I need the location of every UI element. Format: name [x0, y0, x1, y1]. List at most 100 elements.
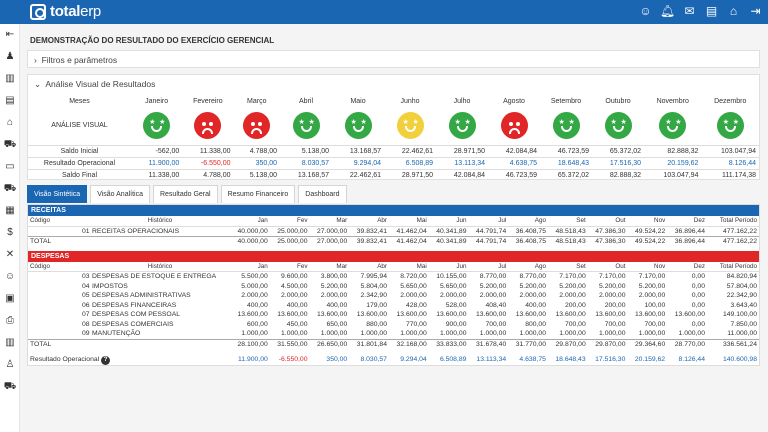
month-header: Fevereiro	[193, 97, 223, 105]
resultado-table: Resultado Operacional ? 11.900,00 -6.550,0…	[28, 355, 759, 365]
tab-dashboard[interactable]: Dashboard	[298, 185, 347, 203]
row-value: 84.820,94	[726, 273, 757, 280]
help-icon[interactable]: ?	[101, 356, 111, 365]
table-row[interactable]: 09 MANUTENÇÃO 1.000,00 1.000,00 1.000,00 1.00…	[28, 329, 759, 339]
row-value: 44.791,74	[476, 227, 507, 235]
face-cell: ★ ★	[436, 107, 488, 145]
row-value: 2.000,00	[479, 292, 507, 299]
row-value: 13.600,00	[277, 311, 308, 318]
tab-vis-o-sint-tica[interactable]: Visão Sintética	[27, 185, 88, 203]
truck-icon[interactable]: ⛟	[3, 381, 17, 392]
tab-resumo-financeiro[interactable]: Resumo Financeiro	[220, 185, 296, 203]
row-value: 57.804,00	[726, 282, 757, 290]
row-value: 650,00	[326, 320, 348, 328]
row-value: 7.170,00	[599, 273, 626, 280]
row-value: 880,00	[366, 320, 387, 328]
resultado-row: Resultado Operacional ? 11.900,00 -6.550,0…	[28, 355, 759, 365]
row-value: 13.600,00	[436, 311, 467, 318]
despesas-header: DESPESAS	[28, 250, 759, 262]
total-value: 44.791,74	[468, 236, 509, 247]
face-eye: ★	[464, 119, 471, 127]
row-value: 700,00	[485, 320, 507, 328]
face-eye	[209, 122, 214, 127]
tools-icon[interactable]: ✕	[5, 249, 15, 260]
row-value: 39.832,41	[356, 227, 387, 235]
row-code: 06	[82, 301, 90, 309]
row-value: 2.000,00	[320, 292, 348, 299]
month-col-header: Jan	[230, 261, 270, 272]
row-value: 13.600,00	[595, 311, 626, 318]
printer-icon[interactable]: ⎙	[6, 315, 14, 326]
cart-icon[interactable]: ⛟	[3, 139, 17, 150]
home-icon[interactable]: ⌂	[729, 4, 738, 18]
total-value: 29.870,00	[548, 338, 588, 349]
row-value: 477.162,22	[722, 227, 757, 235]
calculator-icon[interactable]: ▦	[5, 205, 15, 216]
face-eye: ★	[412, 119, 419, 127]
smile-icon[interactable]: ☺	[4, 271, 16, 282]
exit-icon[interactable]: ⇥	[750, 4, 761, 18]
users-icon[interactable]: ♟	[5, 51, 15, 62]
row-value: 2.000,00	[519, 292, 546, 299]
resultado-value: 8.030,57	[360, 356, 387, 364]
happy-face-icon: ★ ★	[292, 112, 320, 140]
month-header: Outubro	[605, 97, 631, 105]
tab-vis-o-anal-tica[interactable]: Visão Analítica	[90, 185, 150, 203]
row-name: DESPESAS ADMINISTRATIVAS	[92, 292, 191, 299]
row-value: 700,00	[604, 320, 626, 328]
building-icon[interactable]: ▥	[5, 73, 15, 84]
month-col-header: Mai	[389, 216, 429, 227]
visual-value: 103.047,94	[701, 144, 759, 157]
month-header: Novembro	[656, 97, 689, 105]
row-name: MANUTENÇÃO	[92, 330, 141, 337]
face-eye	[515, 122, 520, 127]
chevron-down-icon[interactable]: ⌄	[34, 79, 42, 89]
cart-out-icon[interactable]: ⛟	[3, 183, 17, 194]
month-header: Setembro	[550, 97, 582, 105]
table-row[interactable]: 01 RECEITAS OPERACIONAIS 40.000,00 25.000,0…	[28, 226, 759, 237]
face-eye	[202, 122, 207, 127]
row-value: 1.000,00	[281, 330, 308, 337]
month-col-header: Jul	[468, 216, 509, 227]
happy-face-icon: ★ ★	[659, 112, 687, 140]
id-card-icon[interactable]: ▤	[705, 4, 718, 18]
row-value: 40.341,89	[436, 227, 467, 235]
table-row[interactable]: 05 DESPESAS ADMINISTRATIVAS 2.000,00 2.000,…	[28, 291, 759, 301]
card-icon[interactable]: ▭	[5, 161, 15, 172]
month-col-header: Abr	[349, 216, 389, 227]
filters-panel[interactable]: › Filtros e parâmetros	[27, 50, 760, 68]
month-header: Junho	[400, 97, 420, 105]
month-header: Março	[247, 97, 267, 105]
visual-value: 22.462,61	[332, 168, 385, 181]
support-agent-icon[interactable]: ☺	[639, 4, 652, 18]
row-code: 03	[82, 273, 90, 280]
total-value: 39.832,41	[349, 236, 389, 247]
page-title: DEMONSTRAÇÃO DO RESULTADO DO EXERCÍCIO G…	[30, 36, 275, 45]
row-value: 3.800,00	[320, 273, 348, 280]
clipboard-icon[interactable]: ▤	[5, 95, 15, 106]
table-row[interactable]: 04 IMPOSTOS 5.000,00 4.500,00 5.200,00 5.804,…	[28, 282, 759, 292]
table-row[interactable]: 08 DESPESAS COMERCIAIS 600,00 450,00 650,00 8…	[28, 320, 759, 330]
menu-collapse-icon[interactable]: ⇤	[5, 29, 15, 40]
row-value: 0,00	[691, 292, 705, 299]
row-value: 25.000,00	[277, 227, 308, 235]
sad-face-icon	[243, 112, 271, 140]
filters-label: Filtros e parâmetros	[41, 55, 118, 65]
table-row[interactable]: 07 DESPESAS COM PESSOAL 13.600,00 13.600,00…	[28, 310, 759, 320]
mail-icon[interactable]: ✉	[684, 4, 695, 18]
visual-value: 11.338,00	[182, 144, 234, 157]
brand-logo[interactable]: total erp	[30, 3, 101, 20]
month-header: Janeiro	[145, 97, 169, 105]
user-icon[interactable]: ♙	[5, 359, 15, 370]
table-row[interactable]: 03 DESPESAS DE ESTOQUE E ENTREGA 5.500,00 9…	[28, 272, 759, 282]
row-value: 1.000,00	[360, 330, 387, 337]
money-icon[interactable]: $	[7, 227, 13, 238]
total-value: 33.833,00	[428, 338, 469, 349]
bell-icon[interactable]: 🔔︎	[659, 4, 676, 18]
box-icon[interactable]: ▣	[5, 293, 15, 304]
bag-icon[interactable]: ⌂	[6, 117, 14, 128]
chart-icon[interactable]: ▥	[5, 337, 15, 348]
table-row[interactable]: 06 DESPESAS FINANCEIRAS 400,00 400,00 400,00…	[28, 301, 759, 311]
row-value: 1.000,00	[638, 330, 666, 337]
tab-resultado-geral[interactable]: Resultado Geral	[152, 185, 218, 203]
